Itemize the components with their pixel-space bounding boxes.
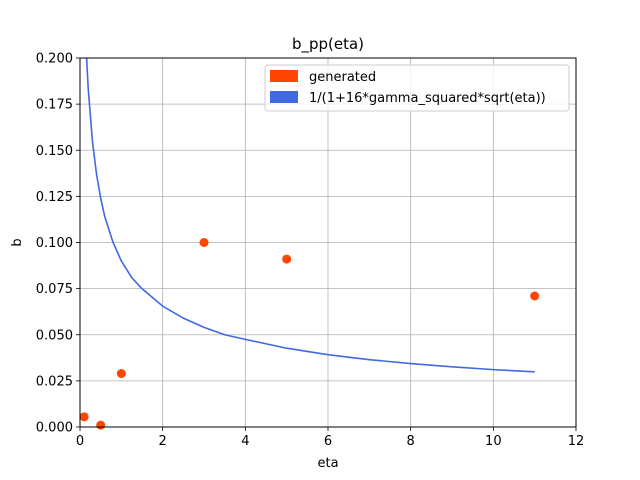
x-tick-label: 8: [407, 434, 415, 449]
y-tick-label: 0.100: [36, 236, 73, 251]
y-tick-label: 0.000: [36, 421, 73, 436]
y-tick-label: 0.175: [36, 98, 73, 113]
data-point-generated: [199, 238, 209, 247]
data-point-generated: [530, 291, 540, 301]
chart-title: b_pp(eta): [292, 35, 364, 54]
x-tick-label: 6: [324, 434, 332, 449]
y-tick-label: 0.025: [36, 374, 73, 389]
x-tick-label: 4: [241, 434, 249, 449]
y-tick-label: 0.075: [36, 282, 73, 297]
legend: generated 1/(1+16*gamma_squared*sqrt(eta…: [264, 64, 570, 112]
legend-swatch-generated: [270, 70, 298, 82]
data-point-generated: [79, 412, 89, 422]
x-axis: 0 2 4 6 8 10 12: [76, 427, 584, 449]
legend-frame: [264, 64, 570, 112]
data-point-generated: [116, 368, 126, 378]
legend-swatch-model: [270, 91, 298, 103]
legend-label-generated: generated: [309, 70, 376, 85]
y-tick-label: 0.150: [36, 144, 73, 159]
y-tick-label: 0.200: [36, 52, 73, 67]
x-tick-label: 2: [159, 434, 167, 449]
x-tick-label: 10: [485, 434, 502, 449]
y-axis: 0.000 0.025 0.050 0.075 0.100 0.125 0.150 0.175…: [36, 52, 80, 436]
x-axis-label: eta: [317, 456, 338, 471]
legend-label-model: 1/(1+16*gamma_squared*sqrt(eta)): [309, 91, 546, 106]
y-tick-label: 0.050: [36, 328, 73, 343]
x-tick-label: 0: [76, 434, 84, 449]
y-tick-label: 0.125: [36, 190, 73, 205]
series-line-model: [85, 58, 535, 373]
data-point-generated: [282, 254, 292, 264]
data-point-generated: [96, 420, 106, 430]
x-tick-label: 12: [568, 434, 585, 449]
y-axis-label: b: [10, 238, 25, 246]
